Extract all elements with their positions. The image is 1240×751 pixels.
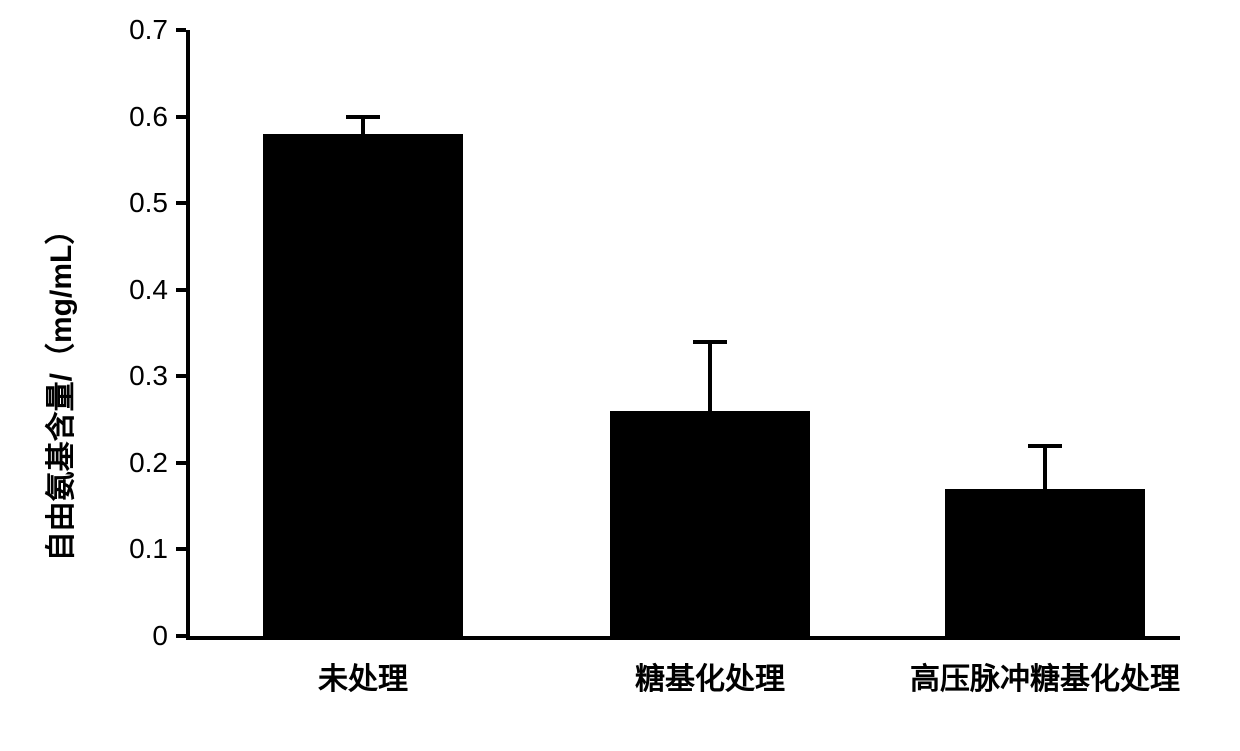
- bar: [610, 411, 810, 636]
- y-tick-label: 0.7: [129, 14, 168, 46]
- category-label: 高压脉冲糖基化处理: [845, 654, 1240, 698]
- y-tick: [176, 115, 186, 119]
- bar: [945, 489, 1145, 636]
- bar: [263, 134, 463, 636]
- error-bar-stem: [708, 342, 712, 411]
- y-tick: [176, 374, 186, 378]
- y-tick-label: 0.2: [129, 447, 168, 479]
- y-axis-title: 自由氨基含量/（mg/mL）: [36, 138, 80, 638]
- category-label: 未处理: [163, 654, 563, 698]
- y-tick: [176, 288, 186, 292]
- error-bar-cap: [346, 115, 380, 119]
- y-axis-line: [186, 30, 190, 636]
- y-tick: [176, 28, 186, 32]
- x-axis-line: [186, 636, 1180, 640]
- y-tick-label: 0.4: [129, 274, 168, 306]
- plot-area: [190, 30, 1180, 636]
- y-tick: [176, 201, 186, 205]
- y-tick-label: 0.1: [129, 533, 168, 565]
- error-bar-cap: [1028, 444, 1062, 448]
- error-bar-stem: [1043, 446, 1047, 489]
- y-tick: [176, 634, 186, 638]
- error-bar-cap: [693, 340, 727, 344]
- y-tick: [176, 461, 186, 465]
- bar-chart: 自由氨基含量/（mg/mL） 0 0.1 0.2 0.3 0.4 0.5 0.6 0.7 未处理…: [0, 0, 1240, 751]
- y-tick-label: 0.5: [129, 187, 168, 219]
- y-tick: [176, 547, 186, 551]
- y-tick-label: 0.3: [129, 360, 168, 392]
- y-tick-label: 0.6: [129, 101, 168, 133]
- y-tick-label: 0: [152, 620, 168, 652]
- error-bar-stem: [361, 117, 365, 134]
